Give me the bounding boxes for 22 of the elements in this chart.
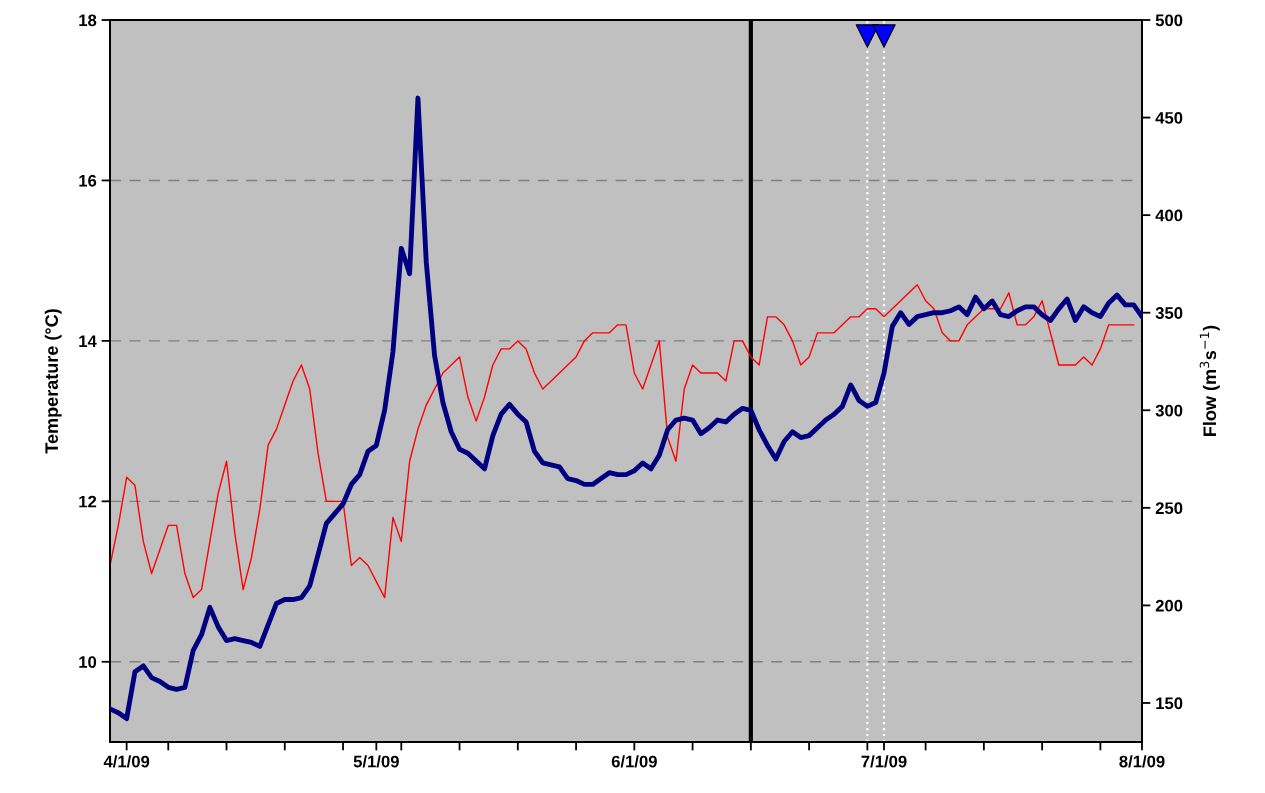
y-tick-label: 16 <box>79 174 97 187</box>
x-tick-label: 8/1/09 <box>1119 755 1165 768</box>
y-tick-label: 12 <box>79 495 97 508</box>
y2-tick-label: 350 <box>1155 307 1183 319</box>
y2-tick-label: 200 <box>1155 599 1183 612</box>
y2-tick-label: 500 <box>1155 14 1183 27</box>
x-tick-label: 7/1/09 <box>861 755 907 768</box>
y2-tick-label: 400 <box>1155 209 1183 222</box>
x-tick-label: 6/1/09 <box>611 755 657 768</box>
y2-tick-label: 450 <box>1155 111 1183 124</box>
y2-tick-label: 150 <box>1156 697 1183 710</box>
y2-tick-label: 250 <box>1155 502 1183 515</box>
y-tick-label: 14 <box>79 335 97 347</box>
line-series <box>110 95 1142 722</box>
y2-tick-label: 300 <box>1155 404 1183 417</box>
y2-axis-title: Flow (m$^{3}$s$^{−1}$) <box>1199 325 1220 436</box>
x-tick-label: 4/1/09 <box>103 755 150 768</box>
y-axis-title: Temperature (°C) <box>44 309 62 454</box>
y-tick-label: 18 <box>79 14 97 27</box>
line-series <box>110 284 1135 599</box>
y-tick-label: 10 <box>79 656 97 668</box>
x-tick-label: 5/1/09 <box>353 755 399 768</box>
